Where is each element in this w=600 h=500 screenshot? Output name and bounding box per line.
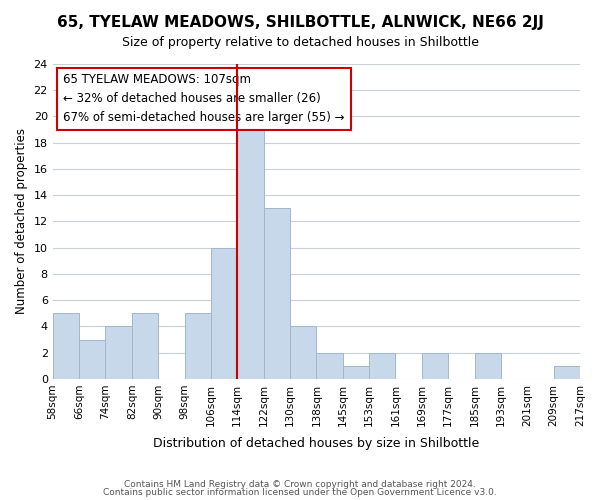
Text: Contains public sector information licensed under the Open Government Licence v3: Contains public sector information licen… bbox=[103, 488, 497, 497]
Bar bbox=[369, 352, 395, 379]
Bar bbox=[106, 326, 132, 379]
Bar bbox=[475, 352, 501, 379]
Bar bbox=[422, 352, 448, 379]
Text: 65 TYELAW MEADOWS: 107sqm
← 32% of detached houses are smaller (26)
67% of semi-: 65 TYELAW MEADOWS: 107sqm ← 32% of detac… bbox=[63, 74, 345, 124]
Bar bbox=[79, 340, 106, 379]
Bar bbox=[237, 116, 263, 379]
Bar bbox=[343, 366, 369, 379]
Bar bbox=[316, 352, 343, 379]
X-axis label: Distribution of detached houses by size in Shilbottle: Distribution of detached houses by size … bbox=[153, 437, 479, 450]
Text: 65, TYELAW MEADOWS, SHILBOTTLE, ALNWICK, NE66 2JJ: 65, TYELAW MEADOWS, SHILBOTTLE, ALNWICK,… bbox=[56, 15, 544, 30]
Text: Contains HM Land Registry data © Crown copyright and database right 2024.: Contains HM Land Registry data © Crown c… bbox=[124, 480, 476, 489]
Bar bbox=[290, 326, 316, 379]
Bar bbox=[53, 314, 79, 379]
Y-axis label: Number of detached properties: Number of detached properties bbox=[15, 128, 28, 314]
Bar bbox=[132, 314, 158, 379]
Bar bbox=[263, 208, 290, 379]
Bar bbox=[185, 314, 211, 379]
Bar bbox=[211, 248, 237, 379]
Bar bbox=[554, 366, 580, 379]
Text: Size of property relative to detached houses in Shilbottle: Size of property relative to detached ho… bbox=[121, 36, 479, 49]
